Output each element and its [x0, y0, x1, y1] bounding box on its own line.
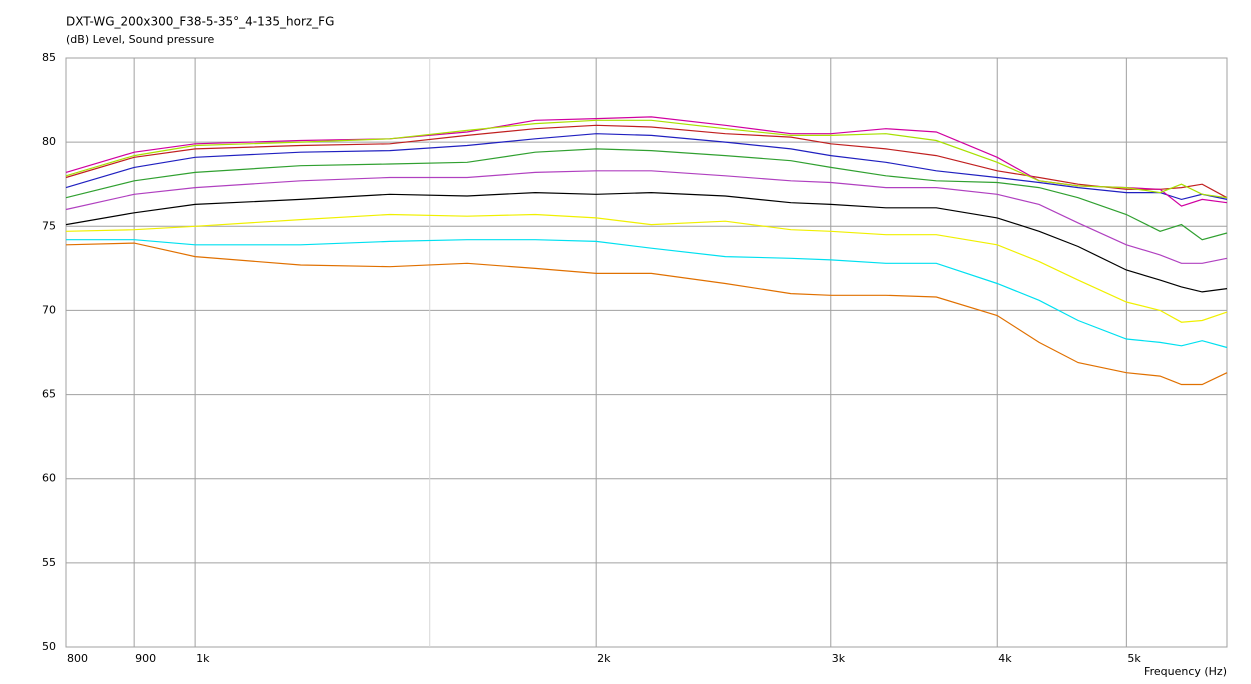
y-tick-label: 75	[42, 219, 56, 232]
series-line	[65, 116, 1228, 207]
y-tick-label: 55	[42, 556, 56, 569]
x-tick-label: 2k	[597, 652, 611, 665]
y-tick-label: 50	[42, 640, 56, 653]
chart-title: DXT-WG_200x300_F38-5-35°_4-135_horz_FG	[66, 15, 334, 29]
series-line	[65, 124, 1228, 199]
series-line	[65, 133, 1228, 201]
y-tick-label: 80	[42, 135, 56, 148]
series-line	[65, 242, 1228, 386]
series-line	[65, 170, 1228, 264]
x-tick-label: 5k	[1127, 652, 1141, 665]
chart-subtitle: (dB) Level, Sound pressure	[66, 33, 215, 46]
y-tick-label: 85	[42, 51, 56, 64]
series-line	[65, 213, 1228, 323]
plot-area	[65, 57, 1228, 648]
y-tick-label: 70	[42, 303, 56, 316]
x-tick-label: 900	[135, 652, 156, 665]
x-tick-label: 800	[67, 652, 88, 665]
x-axis-label: Frequency (Hz)	[1144, 665, 1227, 678]
x-tick-label: 1k	[196, 652, 210, 665]
series-line	[65, 148, 1228, 241]
series-line	[65, 119, 1228, 199]
y-tick-label: 60	[42, 472, 56, 485]
y-tick-label: 65	[42, 388, 56, 401]
series-line	[66, 239, 1228, 349]
x-tick-label: 4k	[998, 652, 1012, 665]
x-tick-label: 3k	[832, 652, 846, 665]
series-line	[65, 191, 1228, 293]
